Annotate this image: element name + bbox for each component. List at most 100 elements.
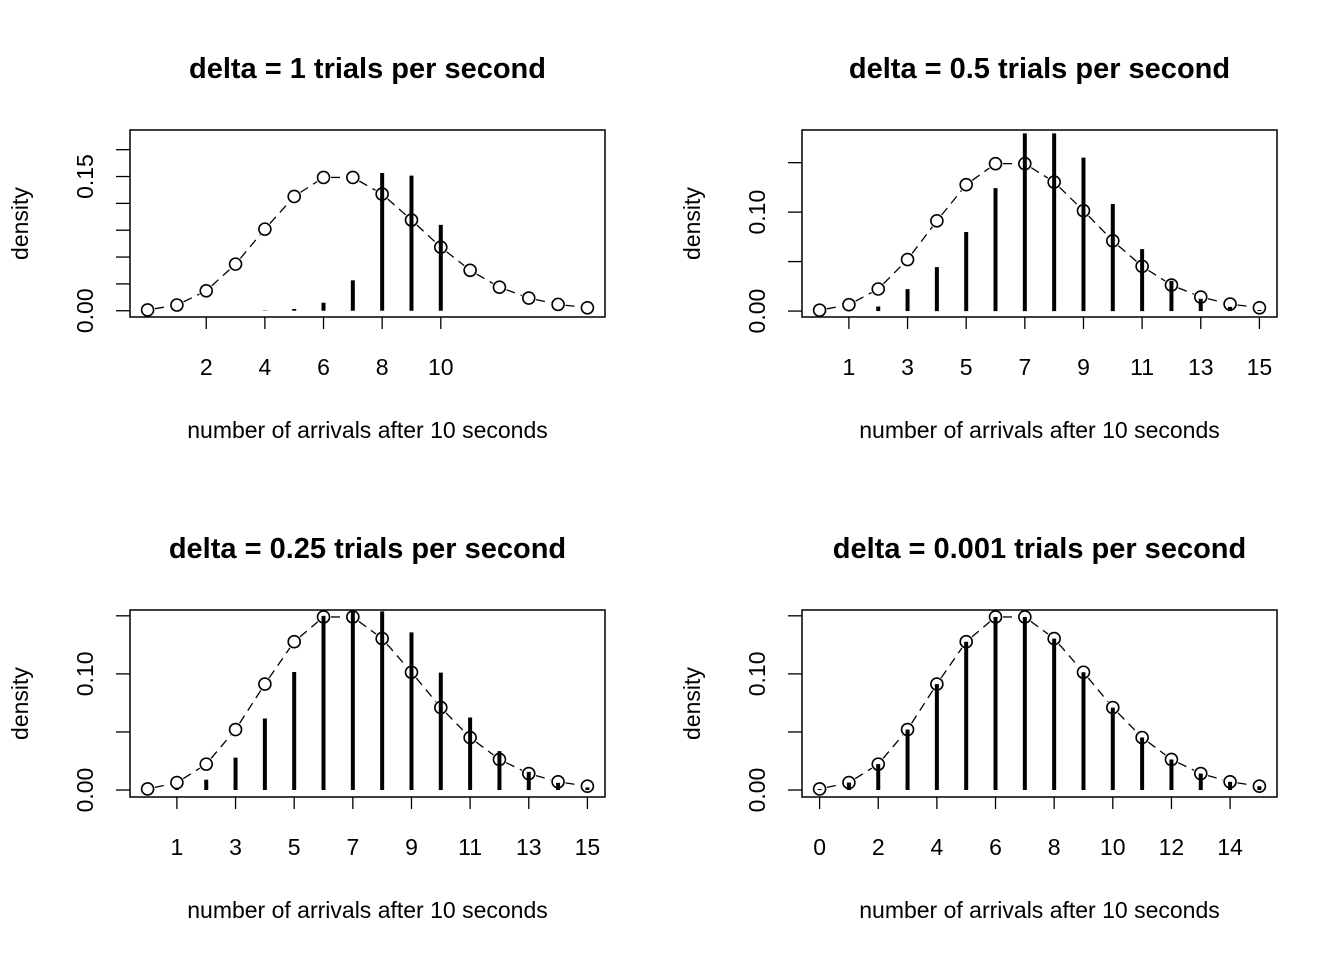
poisson-connector [940,647,963,679]
poisson-point [1106,700,1120,715]
chart-panel-3: delta = 0.25 trials per second number of … [7,533,606,923]
y-axis-label: density [7,187,33,260]
y-tick-label: 0.00 [744,768,770,813]
poisson-connector [911,690,934,724]
y-tick-label: 0.10 [72,651,98,696]
poisson-point [871,282,886,296]
poisson-connector [1030,167,1049,179]
x-tick-label: 14 [1217,834,1243,860]
poisson-point [170,775,184,790]
plot-frame [129,609,606,798]
poisson-connector [1059,186,1079,206]
poisson-point [900,252,915,267]
poisson-point [1047,631,1061,646]
poisson-point [492,752,507,767]
poisson-connector [210,734,232,759]
x-tick-label: 9 [405,834,418,860]
poisson-connector [299,621,319,638]
poisson-connector [387,198,407,216]
x-tick-label: 3 [229,834,242,860]
poisson-point [492,280,507,295]
poisson-connector [1087,677,1109,703]
poisson-connector [183,293,200,303]
poisson-point [346,610,360,624]
x-tick-label: 9 [1077,354,1090,380]
poisson-connector [359,180,376,191]
y-axis-label: density [679,667,705,740]
x-tick-label: 12 [1159,834,1185,860]
poisson-connector [269,201,290,224]
poisson-point [434,700,448,715]
poisson-connector [475,741,494,756]
poisson-point [375,187,389,201]
x-tick-label: 8 [1048,834,1061,860]
poisson-connector [446,251,465,267]
poisson-point [1018,156,1032,171]
x-tick-label: 6 [989,834,1002,860]
poisson-connector [535,774,552,781]
chart-panel-4: delta = 0.001 trials per second number of… [679,533,1278,923]
x-tick-label: 6 [317,354,330,380]
x-tick-label: 8 [376,354,389,380]
x-tick-label: 5 [960,354,973,380]
poisson-connector [1058,643,1080,668]
poisson-connector [211,268,231,287]
poisson-point [1135,730,1149,745]
poisson-connector [415,677,437,703]
poisson-point [1223,774,1237,789]
poisson-connector [971,621,991,638]
poisson-point [287,189,301,204]
poisson-point [551,774,565,789]
poisson-point [258,222,272,236]
x-tick-label: 13 [1188,354,1214,380]
poisson-connector [911,226,933,254]
x-tick-label: 3 [901,354,914,380]
poisson-connector [505,762,523,771]
x-axis-label: number of arrivals after 10 seconds [187,897,548,923]
poisson-connector [1148,269,1166,282]
poisson-connector [1207,298,1223,303]
poisson-point [551,297,565,312]
poisson-connector [1178,287,1195,295]
y-tick-label: 0.00 [72,288,98,333]
poisson-connector [300,180,318,193]
x-tick-label: 0 [813,834,826,860]
y-tick-label: 0.00 [744,289,770,334]
poisson-connector [239,234,261,259]
poisson-connector [1177,762,1195,771]
poisson-point [346,170,360,185]
chart-title: delta = 0.5 trials per second [849,53,1230,85]
poisson-connector [1118,245,1137,262]
x-tick-label: 10 [428,354,454,380]
poisson-connector [1147,741,1166,756]
poisson-point [1076,203,1091,218]
poisson-point [1018,610,1032,624]
poisson-connector [239,690,262,724]
poisson-point [900,722,915,737]
x-tick-label: 2 [200,354,213,380]
chart-panel-1: delta = 1 trials per second number of arr… [7,53,606,443]
poisson-point [199,283,214,298]
chart-panel-2: delta = 0.5 trials per second number of a… [679,53,1278,443]
poisson-point [988,610,1003,624]
y-tick-label: 0.10 [744,651,770,696]
poisson-point [1223,297,1237,311]
poisson-point [521,291,536,305]
poisson-point [871,757,886,771]
x-tick-label: 15 [1247,354,1273,380]
poisson-connector [386,643,408,668]
poisson-connector [154,783,170,789]
poisson-point [463,263,477,278]
poisson-point [1252,779,1267,793]
poisson-point [434,240,448,255]
poisson-point [930,214,944,228]
x-axis-label: number of arrivals after 10 seconds [187,417,548,443]
poisson-point [228,722,243,737]
poisson-connector [883,264,903,285]
y-tick-label: 0.00 [72,768,98,813]
poisson-point [463,730,477,745]
x-tick-label: 2 [872,834,885,860]
chart-title: delta = 0.25 trials per second [169,533,566,565]
poisson-point [959,177,973,192]
x-tick-label: 1 [843,354,856,380]
